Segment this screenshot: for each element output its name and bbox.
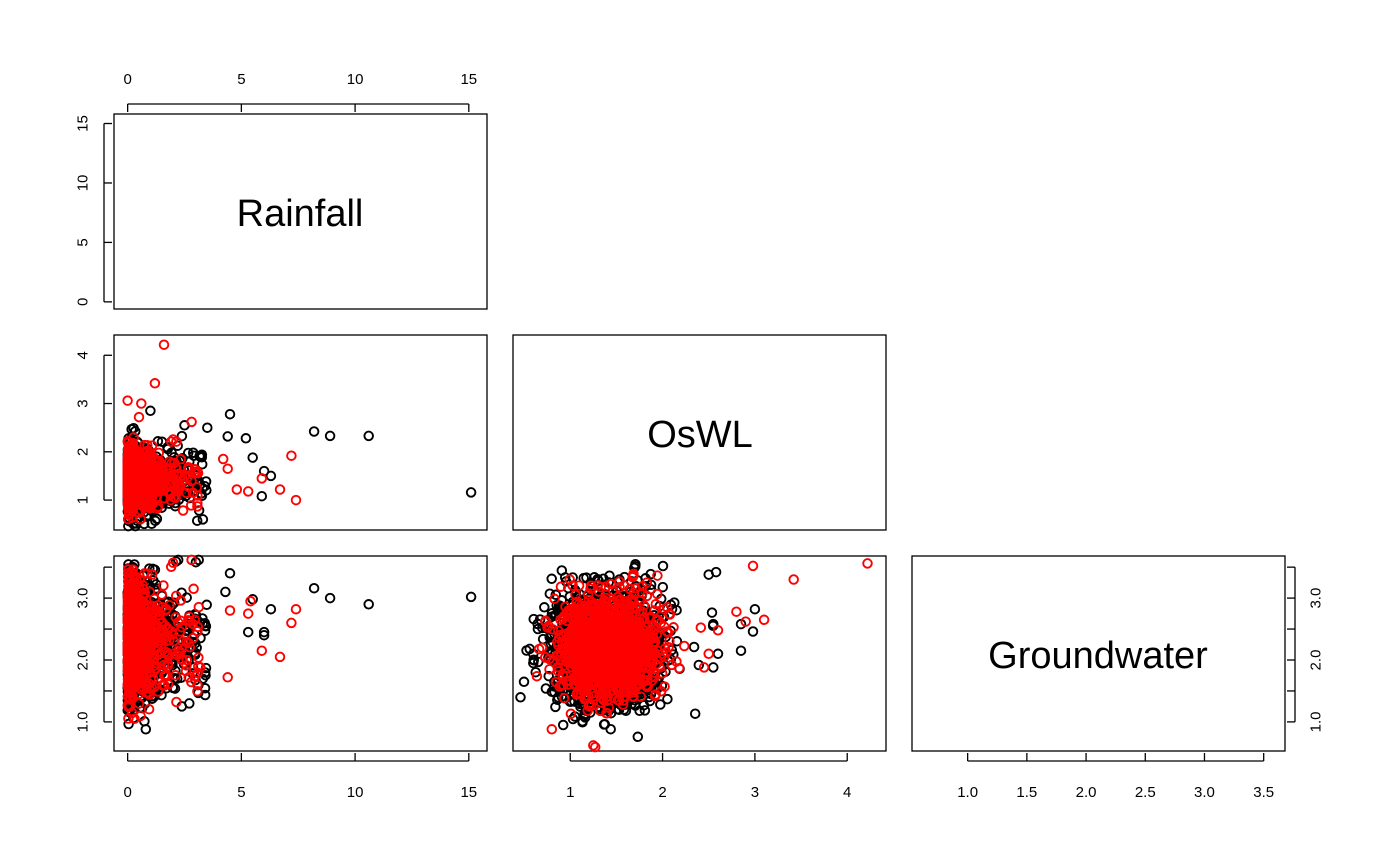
data-point-outlier xyxy=(308,426,320,437)
data-point-outlier xyxy=(136,398,147,409)
data-point-outlier xyxy=(363,430,374,442)
data-point xyxy=(177,505,189,516)
data-point-outlier xyxy=(217,453,229,465)
data-point-outlier xyxy=(245,595,256,607)
var-label-rainfall: Rainfall xyxy=(237,193,364,235)
data-point-outlier xyxy=(133,411,145,423)
panel-oswl-vs-groundwater xyxy=(512,555,887,753)
data-point-outlier xyxy=(240,433,252,444)
data-point xyxy=(172,480,183,491)
data-point-outlier xyxy=(256,490,268,502)
data-point xyxy=(184,698,195,709)
data-point-outlier xyxy=(308,582,320,594)
data-point-outlier xyxy=(274,651,286,663)
data-point-outlier xyxy=(188,583,199,595)
data-point-outlier xyxy=(256,645,268,656)
data-point xyxy=(197,514,209,525)
data-point-outlier xyxy=(265,603,277,615)
data-point xyxy=(129,426,141,437)
data-point-outlier xyxy=(224,568,236,579)
data-point-outlier xyxy=(220,586,231,598)
data-point-outlier xyxy=(290,494,302,506)
data-point-outlier xyxy=(145,405,156,417)
panel-diag-groundwater: Groundwater xyxy=(911,555,1286,752)
data-point-outlier xyxy=(224,408,236,420)
data-point-outlier xyxy=(158,339,170,350)
data-point xyxy=(154,466,166,478)
panel-rainfall-vs-groundwater xyxy=(113,554,488,752)
data-point-outlier xyxy=(242,486,254,497)
data-point-outlier xyxy=(122,395,133,406)
data-point-outlier xyxy=(286,450,297,461)
data-point xyxy=(150,515,161,527)
data-point-outlier xyxy=(222,672,233,683)
data-point xyxy=(186,416,197,428)
data-point-outlier xyxy=(324,592,336,604)
panel-diag-oswl: OsWL xyxy=(512,334,887,531)
data-point-outlier xyxy=(247,452,258,463)
data-point xyxy=(191,515,203,526)
data-point xyxy=(196,449,208,460)
data-point xyxy=(176,430,188,442)
data-point xyxy=(165,436,177,447)
data-point-outlier xyxy=(290,603,302,615)
data-point xyxy=(192,497,203,509)
data-point-outlier xyxy=(363,599,374,610)
data-point xyxy=(201,484,212,496)
data-point-outlier xyxy=(231,484,243,495)
data-point-outlier xyxy=(224,605,236,616)
var-label-groundwater: Groundwater xyxy=(988,635,1208,677)
data-point-outlier xyxy=(324,430,336,442)
data-point-outlier xyxy=(465,591,477,603)
data-point-outlier xyxy=(465,487,477,498)
data-point-outlier xyxy=(274,484,286,495)
data-point-outlier xyxy=(222,431,233,442)
data-point-outlier xyxy=(202,422,213,433)
data-point-outlier xyxy=(242,626,254,638)
data-point-outlier xyxy=(265,470,277,482)
data-point xyxy=(183,461,194,473)
data-point xyxy=(193,601,205,613)
var-label-oswl: OsWL xyxy=(647,414,753,456)
data-point xyxy=(192,501,203,512)
panel-diag-rainfall: Rainfall xyxy=(113,113,488,310)
data-point xyxy=(185,500,197,511)
data-point-outlier xyxy=(286,617,297,629)
data-point-outlier xyxy=(222,463,233,474)
data-point xyxy=(122,513,134,525)
data-point xyxy=(196,459,208,470)
data-point-outlier xyxy=(242,608,254,619)
data-point-outlier xyxy=(149,378,161,389)
panel-rainfall-vs-oswl xyxy=(113,334,488,532)
